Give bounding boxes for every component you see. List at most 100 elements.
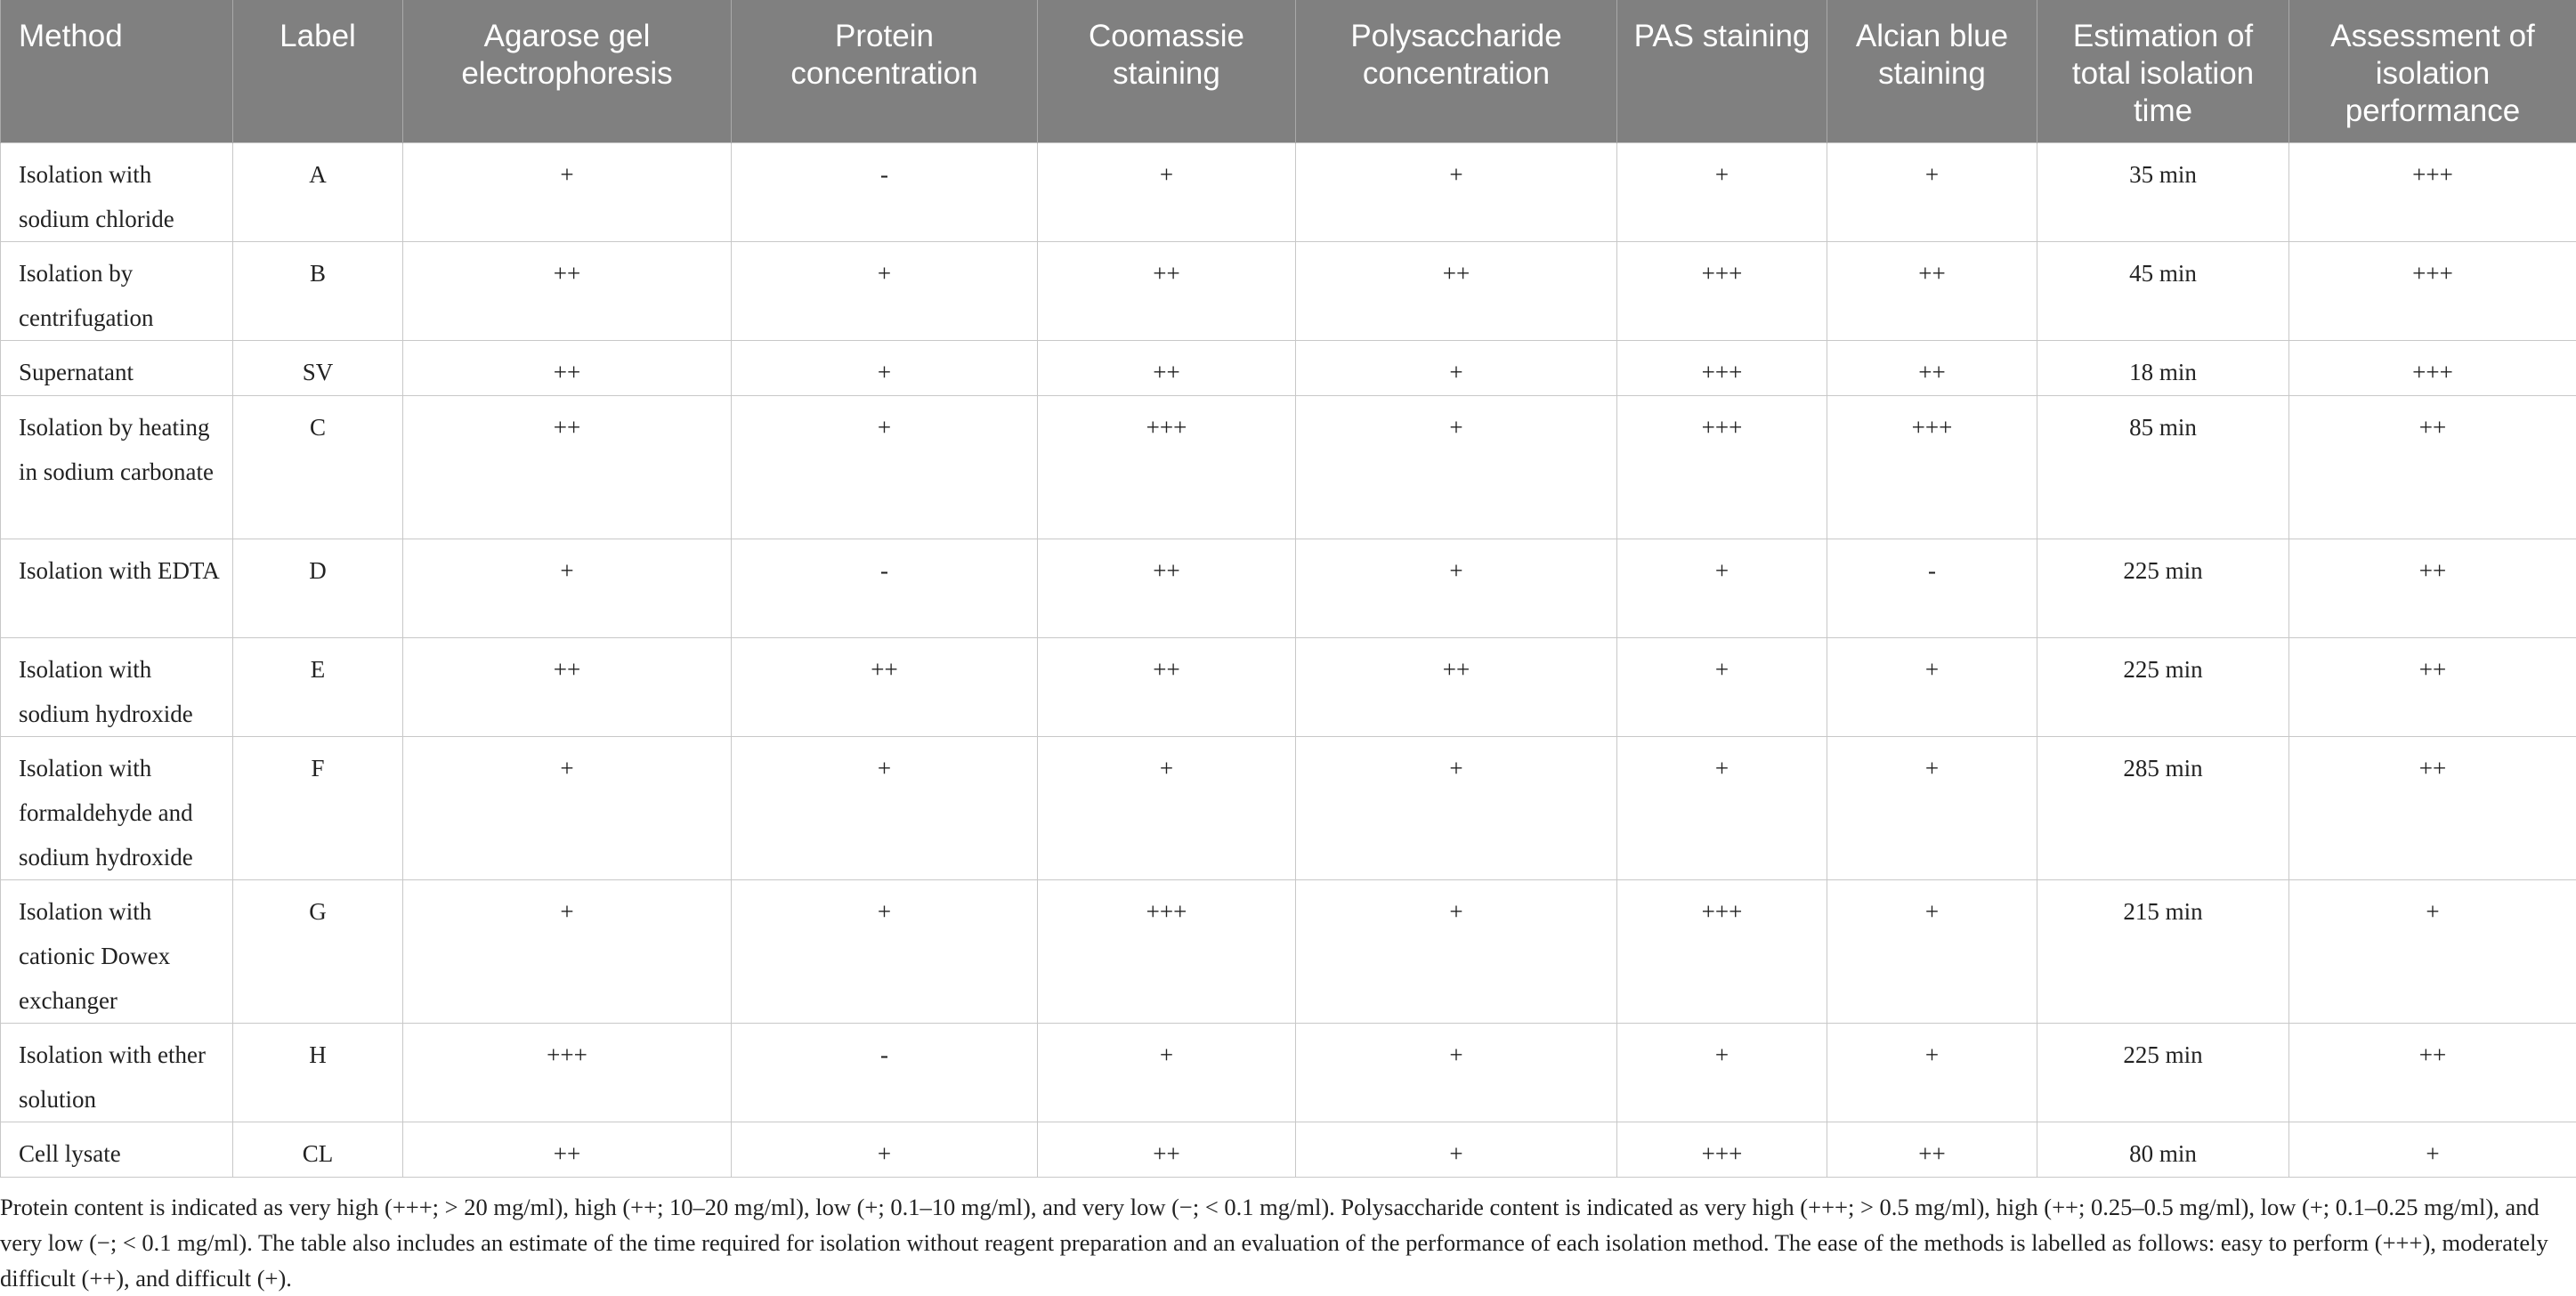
cell-coomassie-staining: ++ — [1038, 637, 1296, 736]
cell-coomassie-staining: ++ — [1038, 241, 1296, 340]
cell-label: D — [233, 539, 403, 637]
header-isolation-time: Estimation of total isolation time — [2037, 0, 2289, 142]
cell-protein-concentration: + — [732, 395, 1038, 539]
cell-agarose-gel: +++ — [403, 1023, 732, 1122]
cell-alcian-blue-staining: + — [1827, 879, 2037, 1023]
cell-method: Isolation with cationic Dowex exchanger — [1, 879, 233, 1023]
cell-label: H — [233, 1023, 403, 1122]
cell-label: A — [233, 142, 403, 241]
cell-method: Isolation with sodium hydroxide — [1, 637, 233, 736]
table-container: Method Label Agarose gel electrophoresis… — [0, 0, 2576, 1178]
header-protein-concentration: Protein concentration — [732, 0, 1038, 142]
cell-protein-concentration: + — [732, 736, 1038, 879]
cell-isolation-performance: ++ — [2289, 637, 2576, 736]
cell-isolation-time: 215 min — [2037, 879, 2289, 1023]
cell-isolation-time: 35 min — [2037, 142, 2289, 241]
cell-label: E — [233, 637, 403, 736]
cell-method: Isolation with formaldehyde and sodium h… — [1, 736, 233, 879]
cell-pas-staining: + — [1617, 637, 1827, 736]
cell-alcian-blue-staining: + — [1827, 637, 2037, 736]
cell-alcian-blue-staining: + — [1827, 142, 2037, 241]
cell-coomassie-staining: ++ — [1038, 340, 1296, 395]
cell-polysaccharide-concentration: + — [1296, 1122, 1617, 1177]
header-isolation-performance: Assessment of isolation performance — [2289, 0, 2576, 142]
cell-agarose-gel: ++ — [403, 340, 732, 395]
cell-protein-concentration: - — [732, 1023, 1038, 1122]
cell-isolation-performance: ++ — [2289, 539, 2576, 637]
cell-method: Supernatant — [1, 340, 233, 395]
cell-polysaccharide-concentration: + — [1296, 340, 1617, 395]
cell-coomassie-staining: +++ — [1038, 879, 1296, 1023]
cell-pas-staining: +++ — [1617, 340, 1827, 395]
cell-alcian-blue-staining: + — [1827, 1023, 2037, 1122]
cell-isolation-performance: +++ — [2289, 340, 2576, 395]
cell-coomassie-staining: ++ — [1038, 1122, 1296, 1177]
cell-isolation-time: 18 min — [2037, 340, 2289, 395]
cell-agarose-gel: ++ — [403, 637, 732, 736]
cell-alcian-blue-staining: ++ — [1827, 340, 2037, 395]
cell-method: Isolation by heating in sodium carbonate — [1, 395, 233, 539]
cell-label: SV — [233, 340, 403, 395]
cell-protein-concentration: - — [732, 539, 1038, 637]
cell-pas-staining: + — [1617, 736, 1827, 879]
cell-coomassie-staining: ++ — [1038, 539, 1296, 637]
header-pas-staining: PAS staining — [1617, 0, 1827, 142]
cell-protein-concentration: + — [732, 340, 1038, 395]
cell-polysaccharide-concentration: + — [1296, 539, 1617, 637]
cell-isolation-time: 285 min — [2037, 736, 2289, 879]
header-method: Method — [1, 0, 233, 142]
cell-coomassie-staining: +++ — [1038, 395, 1296, 539]
cell-label: B — [233, 241, 403, 340]
table-header: Method Label Agarose gel electrophoresis… — [1, 0, 2576, 142]
cell-pas-staining: +++ — [1617, 879, 1827, 1023]
header-row: Method Label Agarose gel electrophoresis… — [1, 0, 2576, 142]
cell-alcian-blue-staining: - — [1827, 539, 2037, 637]
header-alcian-blue-staining: Alcian blue staining — [1827, 0, 2037, 142]
header-coomassie-staining: Coomassie staining — [1038, 0, 1296, 142]
cell-protein-concentration: + — [732, 1122, 1038, 1177]
cell-polysaccharide-concentration: + — [1296, 395, 1617, 539]
cell-protein-concentration: + — [732, 241, 1038, 340]
cell-protein-concentration: - — [732, 142, 1038, 241]
cell-isolation-performance: +++ — [2289, 142, 2576, 241]
cell-isolation-performance: + — [2289, 879, 2576, 1023]
cell-agarose-gel: + — [403, 879, 732, 1023]
cell-isolation-time: 225 min — [2037, 637, 2289, 736]
cell-agarose-gel: + — [403, 736, 732, 879]
cell-polysaccharide-concentration: ++ — [1296, 241, 1617, 340]
cell-label: F — [233, 736, 403, 879]
table-row: Isolation with formaldehyde and sodium h… — [1, 736, 2576, 879]
cell-polysaccharide-concentration: + — [1296, 1023, 1617, 1122]
cell-isolation-performance: ++ — [2289, 395, 2576, 539]
cell-method: Isolation with EDTA — [1, 539, 233, 637]
cell-agarose-gel: ++ — [403, 1122, 732, 1177]
cell-agarose-gel: + — [403, 142, 732, 241]
cell-coomassie-staining: + — [1038, 1023, 1296, 1122]
cell-isolation-time: 225 min — [2037, 1023, 2289, 1122]
cell-isolation-time: 85 min — [2037, 395, 2289, 539]
cell-alcian-blue-staining: + — [1827, 736, 2037, 879]
cell-method: Isolation with sodium chloride — [1, 142, 233, 241]
cell-isolation-performance: + — [2289, 1122, 2576, 1177]
cell-polysaccharide-concentration: + — [1296, 736, 1617, 879]
table-row: Isolation by heating in sodium carbonate… — [1, 395, 2576, 539]
cell-isolation-performance: ++ — [2289, 1023, 2576, 1122]
cell-protein-concentration: + — [732, 879, 1038, 1023]
cell-isolation-time: 225 min — [2037, 539, 2289, 637]
cell-alcian-blue-staining: +++ — [1827, 395, 2037, 539]
cell-coomassie-staining: + — [1038, 736, 1296, 879]
cell-agarose-gel: ++ — [403, 395, 732, 539]
cell-pas-staining: + — [1617, 142, 1827, 241]
cell-protein-concentration: ++ — [732, 637, 1038, 736]
cell-label: CL — [233, 1122, 403, 1177]
cell-agarose-gel: ++ — [403, 241, 732, 340]
cell-pas-staining: + — [1617, 1023, 1827, 1122]
header-label: Label — [233, 0, 403, 142]
